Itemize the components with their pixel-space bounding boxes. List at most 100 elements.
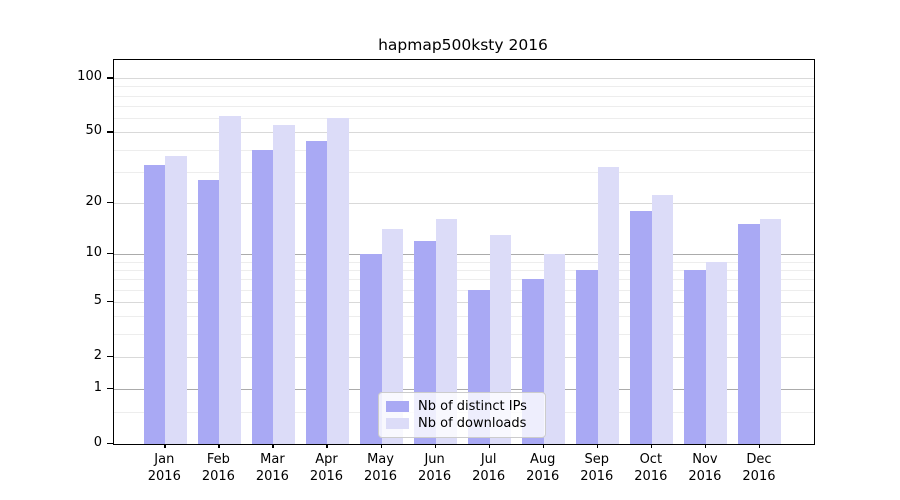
gridline-minor-80 — [114, 95, 814, 97]
y-tick-label-2: 2 — [93, 347, 102, 363]
x-tick-mark-jun — [434, 444, 436, 448]
gridline-minor-40 — [114, 149, 814, 151]
y-tick-label-20: 20 — [85, 193, 102, 209]
x-tick-month: Jan — [154, 452, 175, 467]
x-tick-mark-aug — [542, 444, 545, 448]
x-tick-year: 2016 — [363, 469, 398, 484]
legend-row-distinct-ips: Nb of distinct IPs — [386, 399, 537, 414]
bar-nb-of-downloads-nov — [705, 261, 728, 444]
bar-nb-of-distinct-ips-apr — [305, 140, 328, 444]
bar-nb-of-downloads-jan — [165, 155, 187, 444]
x-tick-mark-nov — [704, 444, 707, 448]
bar-nb-of-downloads-jun — [435, 219, 458, 444]
bar-nb-of-downloads-jul — [489, 234, 512, 444]
x-tick-year: 2016 — [309, 469, 344, 484]
gridline-10 — [114, 253, 814, 255]
y-tick-label-0: 0 — [93, 435, 102, 450]
y-tick-mark-50 — [107, 131, 113, 133]
y-tick-label-100: 100 — [77, 69, 102, 85]
x-tick-mark-feb — [218, 444, 220, 448]
x-tick-label-jun: Jun 2016 — [405, 451, 465, 485]
gridline-100 — [114, 78, 814, 80]
x-tick-label-may: May 2016 — [351, 451, 411, 485]
x-tick-mark-jul — [488, 444, 491, 448]
x-tick-label-mar: Mar 2016 — [242, 451, 302, 485]
y-tick-mark-5 — [107, 300, 113, 303]
x-tick-month: Nov — [692, 452, 718, 467]
legend-label-downloads: Nb of downloads — [418, 416, 527, 431]
x-tick-mark-oct — [650, 444, 653, 448]
gridline-minor-90 — [114, 86, 814, 88]
x-tick-year: 2016 — [472, 469, 506, 484]
y-tick-mark-100 — [107, 77, 113, 79]
x-tick-mark-dec — [758, 444, 761, 448]
gridline-minor-4 — [114, 316, 814, 318]
x-tick-year: 2016 — [688, 469, 722, 484]
x-tick-label-aug: Aug 2016 — [513, 451, 573, 485]
bar-nb-of-distinct-ips-sep — [576, 269, 598, 444]
x-tick-month: Sep — [584, 452, 610, 467]
x-tick-month: May — [367, 452, 394, 467]
gridline-minor-70 — [114, 106, 814, 108]
bar-nb-of-distinct-ips-nov — [684, 269, 706, 444]
y-tick-mark-10 — [107, 252, 113, 255]
gridline-minor-8 — [114, 269, 814, 271]
gridline-2 — [114, 356, 814, 358]
bar-nb-of-downloads-feb — [219, 115, 241, 444]
x-tick-label-dec: Dec 2016 — [729, 451, 789, 485]
gridline-minor-6 — [114, 289, 814, 291]
x-tick-month: Oct — [639, 452, 663, 467]
x-tick-year: 2016 — [201, 469, 235, 484]
legend-label-distinct-ips: Nb of distinct IPs — [418, 399, 527, 414]
y-tick-label-1: 1 — [93, 380, 102, 396]
x-tick-month: Jul — [480, 452, 497, 467]
x-tick-year: 2016 — [742, 469, 776, 484]
x-tick-label-sep: Sep 2016 — [567, 451, 627, 485]
x-tick-month: Feb — [206, 452, 230, 467]
x-tick-label-apr: Apr 2016 — [296, 451, 356, 485]
legend-swatch-downloads — [386, 418, 409, 429]
bar-nb-of-distinct-ips-oct — [630, 210, 652, 444]
x-tick-mark-apr — [326, 444, 328, 448]
x-tick-mark-jan — [164, 444, 166, 448]
bar-nb-of-distinct-ips-dec — [738, 224, 760, 444]
bar-nb-of-distinct-ips-may — [360, 253, 382, 444]
y-tick-label-5: 5 — [93, 292, 102, 308]
x-tick-year: 2016 — [418, 469, 452, 484]
x-tick-mark-sep — [596, 444, 599, 448]
bar-nb-of-downloads-aug — [543, 253, 566, 444]
legend-row-downloads: Nb of downloads — [386, 416, 537, 431]
bar-nb-of-downloads-mar — [273, 124, 295, 444]
bar-nb-of-distinct-ips-jan — [143, 164, 166, 444]
gridline-minor-30 — [114, 171, 814, 173]
gridline-minor-60 — [114, 118, 814, 120]
y-tick-mark-1 — [107, 388, 113, 390]
y-tick-mark-2 — [107, 355, 113, 358]
gridline-1 — [114, 389, 814, 391]
bar-nb-of-distinct-ips-mar — [251, 149, 274, 444]
x-tick-year: 2016 — [526, 469, 560, 484]
bar-nb-of-downloads-dec — [759, 219, 782, 444]
bar-nb-of-downloads-oct — [651, 195, 674, 444]
y-tick-label-50: 50 — [85, 123, 102, 139]
x-tick-label-feb: Feb 2016 — [188, 451, 248, 485]
plot-area: Nb of distinct IPs Nb of downloads — [113, 59, 815, 445]
x-tick-month: Jun — [424, 452, 445, 467]
x-tick-label-jan: Jan 2016 — [134, 451, 194, 485]
chart-title: hapmap500ksty 2016 — [378, 36, 548, 54]
y-tick-mark-0 — [107, 443, 113, 445]
x-tick-year: 2016 — [255, 469, 289, 484]
x-tick-month: Aug — [530, 452, 556, 467]
x-tick-year: 2016 — [580, 469, 614, 484]
x-tick-month: Mar — [260, 452, 285, 467]
x-tick-month: Apr — [315, 452, 338, 467]
y-tick-mark-20 — [107, 201, 113, 204]
bar-nb-of-distinct-ips-feb — [197, 179, 220, 444]
gridline-20 — [114, 202, 814, 204]
x-tick-month: Dec — [746, 452, 772, 467]
x-tick-mark-may — [380, 444, 382, 448]
x-tick-year: 2016 — [147, 469, 181, 484]
bar-nb-of-downloads-sep — [597, 166, 620, 444]
gridline-50 — [114, 132, 814, 134]
